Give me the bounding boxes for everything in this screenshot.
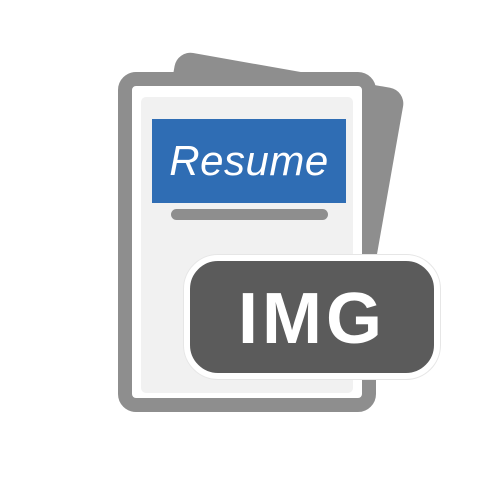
file-type-badge: IMG <box>184 255 440 379</box>
title-text: Resume <box>169 137 329 184</box>
text-line-bar <box>171 209 328 220</box>
title-banner: Resume <box>152 119 346 203</box>
file-type-label: IMG <box>238 279 386 359</box>
